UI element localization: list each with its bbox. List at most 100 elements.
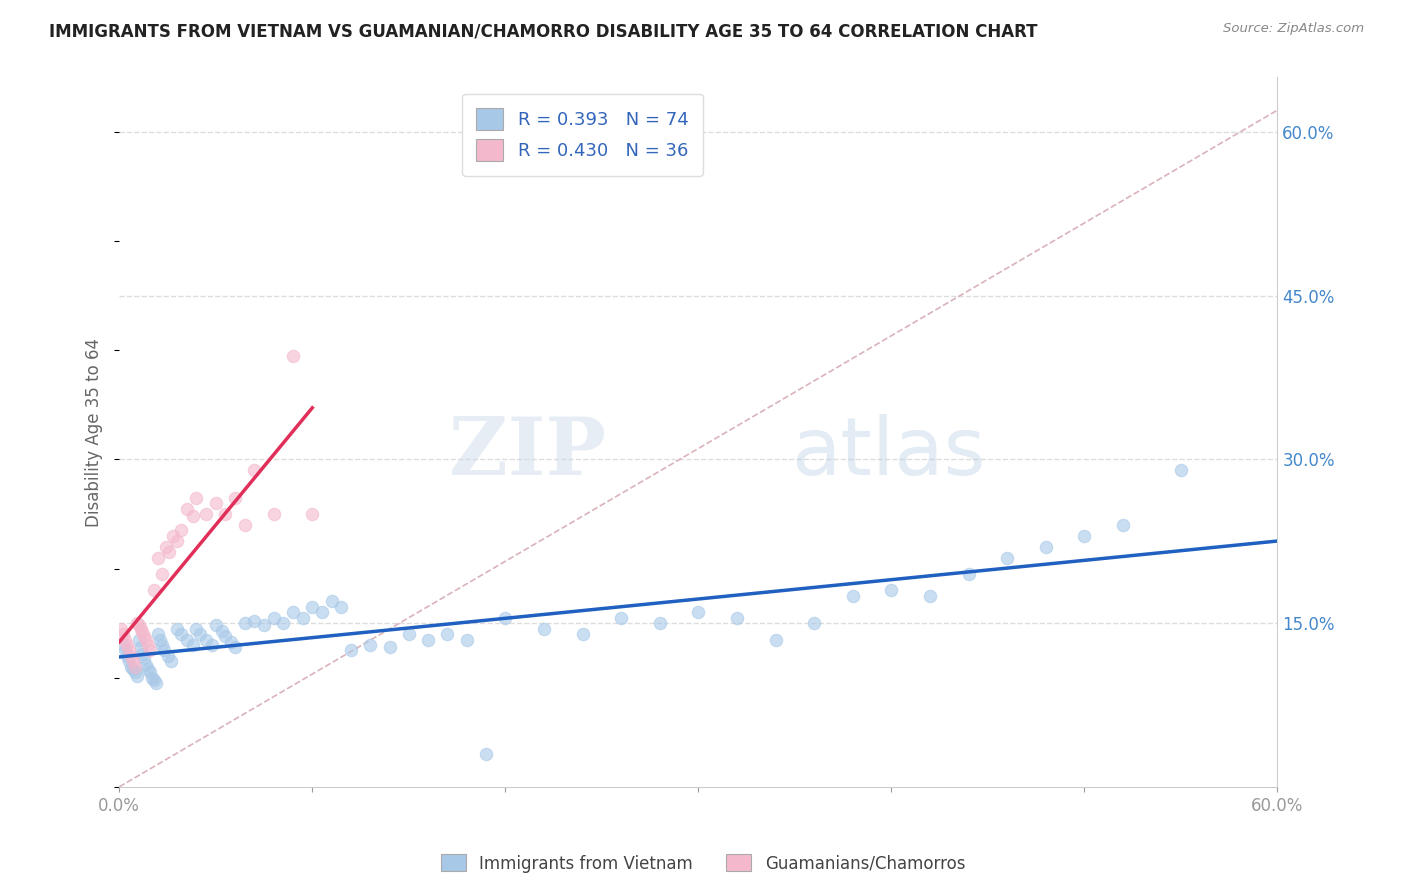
Point [121,654,143,668]
Point [204,496,226,510]
Point [156,648,179,663]
Point [186,491,208,505]
Point [134,651,156,665]
Point [134,629,156,643]
Point [281,605,304,619]
Point [494,610,516,624]
Point [243,614,266,628]
Point [170,524,193,538]
Point [139,665,162,680]
Point [150,567,173,582]
Point [1170,463,1192,477]
Point [211,624,233,638]
Point [150,638,173,652]
Point [1073,529,1095,543]
Point [253,618,276,632]
Point [291,610,314,624]
Point [918,589,941,603]
Point [273,616,295,631]
Point [233,616,256,631]
Point [648,616,671,631]
Point [204,618,226,632]
Point [195,632,218,647]
Point [311,605,333,619]
Point [136,638,159,652]
Point [155,540,177,554]
Point [475,747,498,761]
Point [110,622,132,636]
Point [1112,517,1135,532]
Point [135,657,157,672]
Point [201,638,224,652]
Point [765,632,787,647]
Point [124,660,146,674]
Point [139,643,162,657]
Point [141,671,163,685]
Point [125,616,148,631]
Point [120,660,142,674]
Point [188,627,211,641]
Point [1035,540,1057,554]
Point [131,647,153,661]
Point [121,662,143,676]
Point [131,624,153,639]
Point [186,622,208,636]
Point [176,632,198,647]
Point [145,676,167,690]
Point [880,583,903,598]
Point [128,618,150,632]
Point [263,507,285,521]
Point [301,599,323,614]
Point [725,610,748,624]
Point [118,643,141,657]
Point [842,589,865,603]
Point [112,627,135,641]
Point [114,643,136,657]
Point [340,643,363,657]
Point [378,640,401,654]
Point [176,501,198,516]
Point [181,638,204,652]
Point [125,668,148,682]
Point [301,507,323,521]
Legend: R = 0.393   N = 74, R = 0.430   N = 36: R = 0.393 N = 74, R = 0.430 N = 36 [463,94,703,176]
Point [219,634,242,648]
Point [803,616,825,631]
Point [128,632,150,647]
Point [359,638,381,652]
Point [120,648,142,663]
Y-axis label: Disability Age 35 to 64: Disability Age 35 to 64 [86,338,103,526]
Point [456,632,478,647]
Point [170,627,193,641]
Point [143,673,166,687]
Point [243,463,266,477]
Point [118,654,141,668]
Point [162,529,184,543]
Legend: Immigrants from Vietnam, Guamanians/Chamorros: Immigrants from Vietnam, Guamanians/Cham… [434,847,972,880]
Point [610,610,633,624]
Point [115,648,138,663]
Point [398,627,420,641]
Point [224,491,246,505]
Point [416,632,439,647]
Point [160,654,183,668]
Point [214,629,236,643]
Point [112,638,135,652]
Point [195,507,218,521]
Point [152,643,174,657]
Point [224,640,246,654]
Point [149,632,172,647]
Text: atlas: atlas [792,415,986,492]
Point [281,349,304,363]
Point [136,662,159,676]
Point [143,583,166,598]
Point [159,545,181,559]
Point [263,610,285,624]
Point [114,632,136,647]
Point [135,632,157,647]
Text: Source: ZipAtlas.com: Source: ZipAtlas.com [1223,22,1364,36]
Point [688,605,710,619]
Point [330,599,353,614]
Point [115,638,138,652]
Point [146,550,169,565]
